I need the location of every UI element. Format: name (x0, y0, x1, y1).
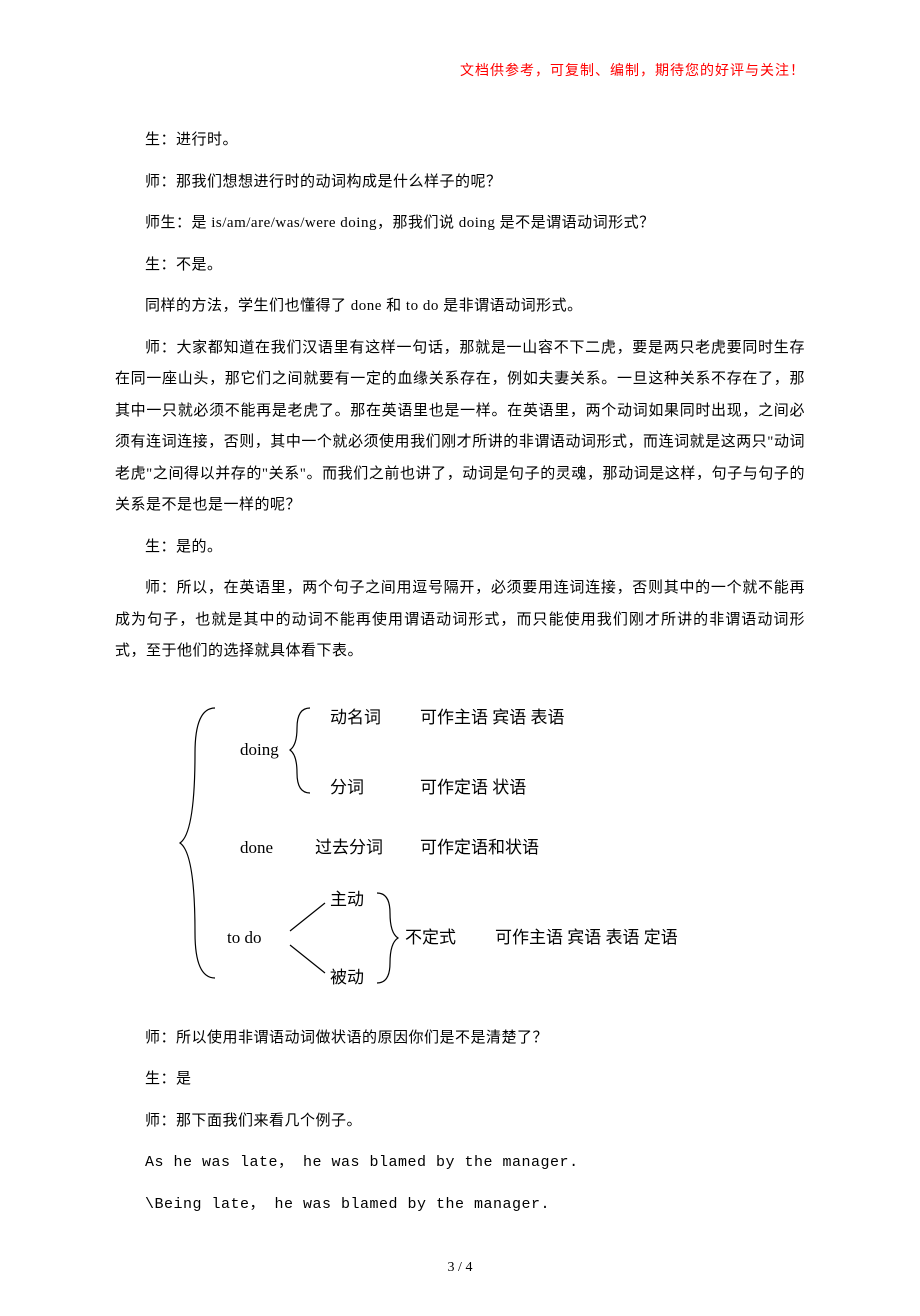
dialogue-line: 师：那下面我们来看几个例子。 (115, 1106, 805, 1138)
todo-close-brace (377, 893, 398, 983)
dialogue-line: 生：是 (115, 1064, 805, 1096)
todo-func: 可作主语 宾语 表语 定语 (495, 928, 678, 947)
page-current: 3 (448, 1260, 455, 1275)
dialogue-line: 师：所以使用非谓语动词做状语的原因你们是不是清楚了？ (115, 1023, 805, 1055)
doing-brace (290, 708, 310, 793)
dialogue-line: 师：那我们想想进行时的动词构成是什么样子的呢？ (115, 167, 805, 199)
page-footer: 3 / 4 (115, 1260, 805, 1276)
diagram-svg: doing 动名词 可作主语 宾语 表语 分词 可作定语 状语 done 过去分… (165, 693, 805, 993)
done-label: done (240, 838, 273, 857)
dialogue-line: 生：不是。 (115, 250, 805, 282)
dialogue-line: 同样的方法，学生们也懂得了 done 和 to do 是非谓语动词形式。 (115, 291, 805, 323)
past-participle-label: 过去分词 (315, 838, 383, 857)
dialogue-line: 生：是的。 (115, 532, 805, 564)
done-func: 可作定语和状语 (420, 838, 539, 857)
page-sep: / (455, 1260, 466, 1275)
example-sentence: As he was late， he was blamed by the man… (115, 1147, 805, 1179)
dialogue-line: 生：进行时。 (115, 125, 805, 157)
example-sentence: \Being late， he was blamed by the manage… (115, 1189, 805, 1221)
gerund-label: 动名词 (330, 708, 381, 727)
todo-line-down (290, 945, 325, 973)
dialogue-paragraph: 师：所以，在英语里，两个句子之间用逗号隔开，必须要用连词连接，否则其中的一个就不… (115, 573, 805, 668)
document-page: 文档供参考，可复制、编制，期待您的好评与关注！ 生：进行时。 师：那我们想想进行… (0, 0, 920, 1316)
passive-label: 被动 (330, 968, 364, 987)
header-note: 文档供参考，可复制、编制，期待您的好评与关注！ (115, 60, 805, 80)
dialogue-line: 师生：是 is/am/are/was/were doing，那我们说 doing… (115, 208, 805, 240)
grammar-diagram: doing 动名词 可作主语 宾语 表语 分词 可作定语 状语 done 过去分… (165, 693, 805, 998)
active-label: 主动 (330, 890, 364, 909)
dialogue-paragraph: 师：大家都知道在我们汉语里有这样一句话，那就是一山容不下二虎，要是两只老虎要同时… (115, 333, 805, 522)
gerund-func: 可作主语 宾语 表语 (420, 708, 565, 727)
participle-func: 可作定语 状语 (420, 778, 526, 797)
page-total: 4 (465, 1260, 472, 1275)
doing-label: doing (240, 740, 279, 759)
outer-brace (180, 708, 215, 978)
todo-line-up (290, 903, 325, 931)
infinitive-label: 不定式 (405, 928, 456, 947)
todo-label: to do (227, 928, 261, 947)
participle-label: 分词 (330, 778, 364, 797)
